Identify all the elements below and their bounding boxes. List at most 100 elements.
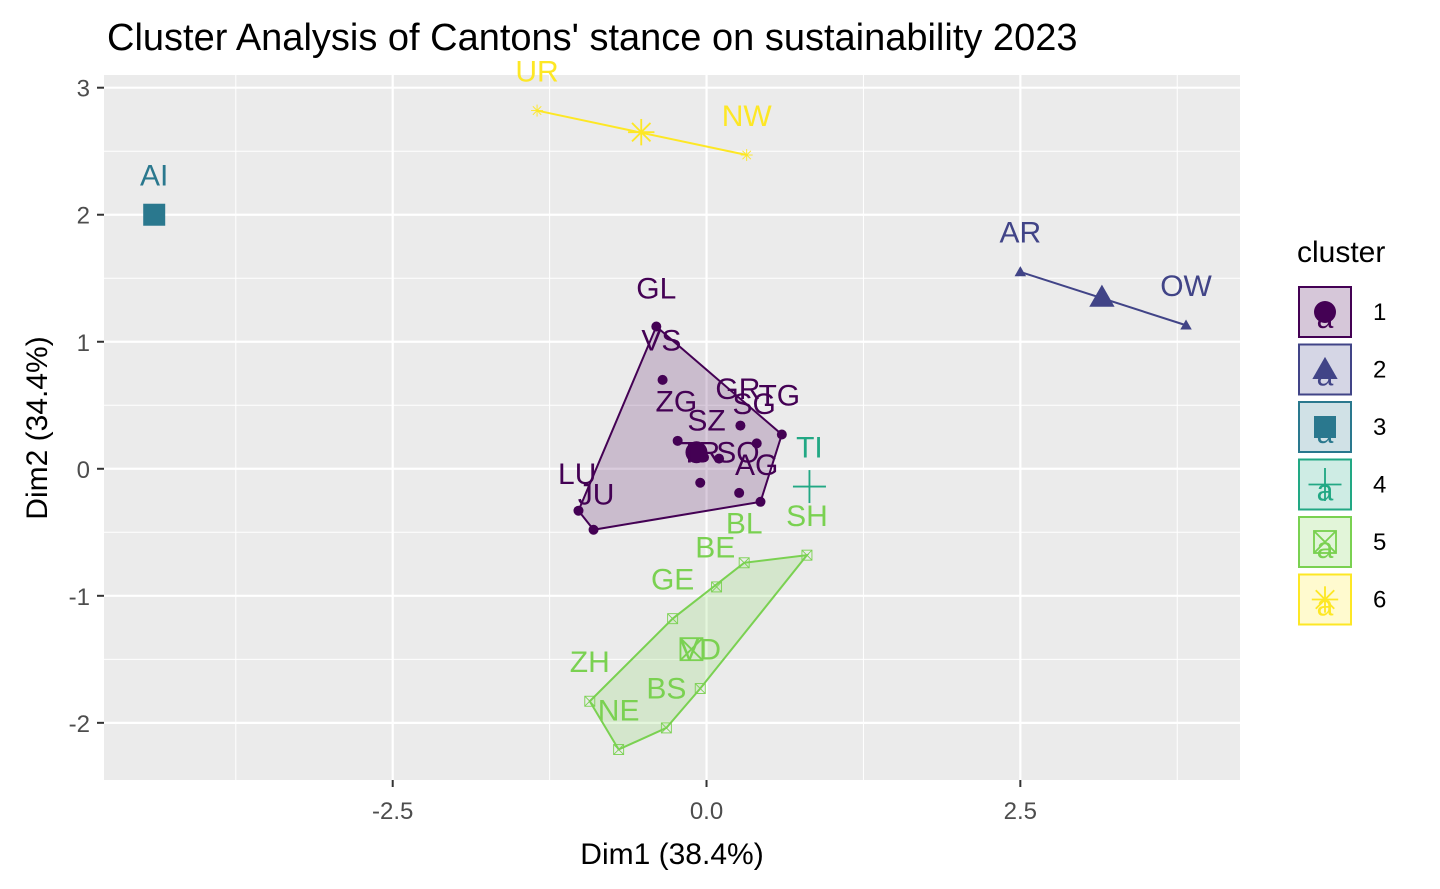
x-tick-label: -2.5	[372, 798, 413, 825]
point-zg	[672, 435, 683, 446]
point-tr	[695, 477, 706, 488]
legend-label: 5	[1373, 529, 1386, 556]
point-label-ai: AI	[140, 160, 168, 193]
point-ne	[613, 744, 625, 755]
cluster-2-centroid	[1089, 284, 1115, 307]
point-vs	[657, 374, 668, 385]
point-ar	[1014, 266, 1027, 277]
square-x-diag-b	[711, 581, 722, 593]
legend-key-marker	[1314, 416, 1336, 438]
point-label-sz: SZ	[687, 405, 725, 438]
legend-label: 6	[1373, 587, 1386, 614]
legend-key-marker	[1308, 468, 1342, 501]
point-label-ow: OW	[1160, 270, 1212, 303]
data-layer	[143, 104, 1192, 755]
y-tick-label: -2	[69, 711, 90, 738]
legend-label: 3	[1373, 414, 1386, 441]
point-zh	[584, 695, 596, 707]
square-outline	[694, 683, 706, 694]
square-outline	[584, 695, 596, 707]
square-x-diag-b	[613, 744, 624, 755]
legend-key-marker	[1314, 301, 1336, 323]
legend-key-glyph: a	[1317, 532, 1334, 565]
point-label-zg: ZG	[656, 386, 698, 419]
point-ge	[667, 613, 679, 625]
y-tick-label: 2	[77, 203, 90, 230]
gridlines	[104, 75, 1240, 780]
point-bs1	[755, 496, 766, 507]
chart-title: Cluster Analysis of Cantons' stance on s…	[107, 17, 1077, 59]
point-lu	[573, 505, 584, 516]
y-tick-label: 3	[77, 76, 90, 103]
legend-label: 1	[1373, 299, 1386, 326]
point-label-ag: AG	[735, 449, 778, 482]
cluster-1-centroid	[685, 441, 708, 464]
point-label-vs: VS	[641, 325, 681, 358]
point-nw	[740, 149, 753, 162]
cluster-3	[143, 203, 166, 226]
plot-panel	[104, 75, 1240, 780]
square-outline	[613, 744, 625, 755]
legend-key-marker	[1313, 530, 1337, 554]
legend-title: cluster	[1297, 236, 1385, 269]
cluster-4-centroid	[792, 470, 826, 504]
point-gl	[651, 321, 662, 332]
point-label-gl: GL	[636, 273, 676, 306]
point-label-vd: VD	[679, 633, 721, 666]
point-ag	[734, 487, 745, 498]
cluster-6	[531, 104, 753, 162]
point-label-ti: TI	[796, 431, 823, 464]
point-label-so: SO	[716, 436, 759, 469]
x-tick-label: 0.0	[690, 798, 723, 825]
square-outline	[738, 557, 750, 569]
square-outline	[711, 581, 723, 593]
legend-label: 2	[1373, 357, 1386, 384]
y-axis-title: Dim2 (34.4%)	[21, 336, 54, 519]
x-tick-label: 2.5	[1004, 798, 1037, 825]
point-label-bl: BL	[726, 508, 763, 541]
point-label-be: BE	[695, 532, 735, 565]
cluster-6-centroid	[628, 118, 655, 146]
point-so	[714, 453, 725, 464]
point-label-gr: GR	[715, 373, 760, 406]
square-x-diag-b	[667, 613, 678, 624]
point-tg	[776, 429, 787, 440]
square-outline	[660, 722, 672, 734]
square-x-diag-b	[801, 549, 813, 561]
axes: -2.5 0.0 2.5 -2 -1 0 1 2 3	[69, 76, 1037, 825]
point-label-sg: SG	[733, 388, 776, 421]
point-bs	[660, 722, 672, 734]
asterisk-stroke-3	[742, 150, 752, 160]
legend-key-marker	[1312, 356, 1338, 379]
legend-key-3: a3	[1298, 401, 1386, 453]
cluster-2	[1014, 266, 1192, 330]
point-label-sh: SH	[786, 500, 828, 533]
asterisk-stroke-3	[532, 106, 542, 116]
point-ju	[588, 524, 599, 535]
point-label-nw: NW	[722, 100, 773, 133]
cluster-5-hull	[588, 553, 810, 751]
legend-label: 4	[1373, 472, 1386, 499]
point-sg	[751, 438, 762, 449]
square-x-diag-b	[738, 557, 750, 569]
legend-key-2: a2	[1298, 343, 1386, 396]
x-axis-title: Dim1 (38.4%)	[580, 838, 763, 871]
point-vd	[694, 683, 706, 694]
square-x-diag-b	[661, 722, 672, 734]
cluster-3-centroid	[143, 203, 166, 226]
asterisk-stroke-3	[631, 122, 652, 143]
legend-key-1: a1	[1298, 286, 1386, 338]
cluster-4	[792, 470, 826, 504]
square-outline	[667, 613, 679, 625]
point-label-ur: UR	[515, 55, 558, 88]
square-x-diag-b	[679, 637, 704, 661]
point-label-zh: ZH	[570, 646, 610, 679]
cluster-5-centroid	[679, 637, 704, 662]
asterisk-stroke-3	[1315, 589, 1335, 610]
square-x-diag-b	[694, 683, 706, 694]
point-label-ne: NE	[598, 694, 640, 727]
point-ur	[531, 104, 544, 117]
point-label-ju: JU	[578, 478, 615, 511]
